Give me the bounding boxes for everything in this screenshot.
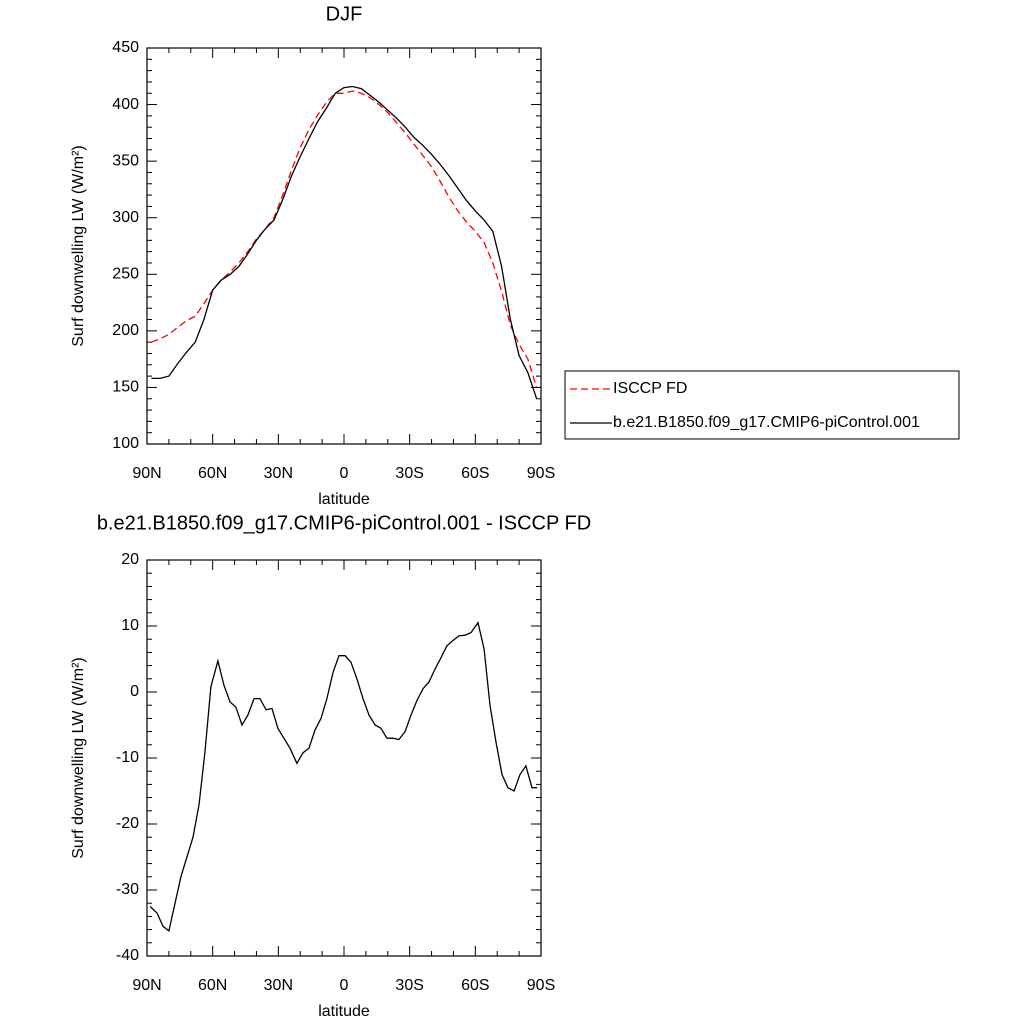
x-tick-label: 0 (340, 977, 349, 994)
y-tick-label: -30 (116, 881, 139, 898)
y-tick-label: 450 (112, 39, 139, 56)
x-tick-label: 60S (461, 465, 489, 482)
y-axis-label: Surf downwelling LW (W/m²) (70, 657, 87, 859)
x-axis-label: latitude (318, 491, 370, 508)
x-axis-label: latitude (318, 1003, 370, 1020)
data-line (151, 90, 538, 388)
y-tick-label: 150 (112, 379, 139, 396)
x-tick-label: 60S (461, 977, 489, 994)
x-tick-label: 60N (198, 977, 227, 994)
y-tick-label: 10 (121, 617, 139, 634)
y-tick-label: -20 (116, 815, 139, 832)
y-tick-label: 200 (112, 322, 139, 339)
y-tick-label: -40 (116, 947, 139, 964)
x-tick-label: 90S (527, 977, 555, 994)
chart-title: b.e21.B1850.f09_g17.CMIP6-piControl.001 … (97, 512, 591, 534)
panel: DJF latitude Surf downwelling LW (W/m²) 90N… (70, 3, 960, 508)
y-tick-label: -10 (116, 749, 139, 766)
y-tick-label: 350 (112, 152, 139, 169)
y-tick-label: 300 (112, 209, 139, 226)
x-tick-label: 90N (132, 977, 161, 994)
x-tick-label: 30S (395, 977, 423, 994)
y-tick-label: 400 (112, 96, 139, 113)
x-tick-label: 30S (395, 465, 423, 482)
y-tick-label: 20 (121, 551, 139, 568)
chart-title: DJF (326, 3, 363, 25)
x-tick-label: 60N (198, 465, 227, 482)
x-tick-label: 90S (527, 465, 555, 482)
y-tick-label: 0 (130, 683, 139, 700)
legend-label: b.e21.B1850.f09_g17.CMIP6-piControl.001 (613, 414, 920, 431)
x-tick-label: 30N (264, 465, 293, 482)
y-axis-label: Surf downwelling LW (W/m²) (70, 145, 87, 347)
panel: b.e21.B1850.f09_g17.CMIP6-piControl.001 … (70, 512, 591, 1020)
plot-frame (146, 47, 542, 445)
legend-box (564, 370, 960, 440)
data-line (149, 621, 538, 933)
x-tick-label: 30N (264, 977, 293, 994)
x-tick-label: 0 (340, 465, 349, 482)
x-tick-label: 90N (132, 465, 161, 482)
y-tick-label: 250 (112, 266, 139, 283)
plot-frame (146, 559, 542, 957)
legend-label: ISCCP FD (613, 380, 687, 397)
y-tick-label: 100 (112, 435, 139, 452)
data-line (151, 85, 538, 399)
